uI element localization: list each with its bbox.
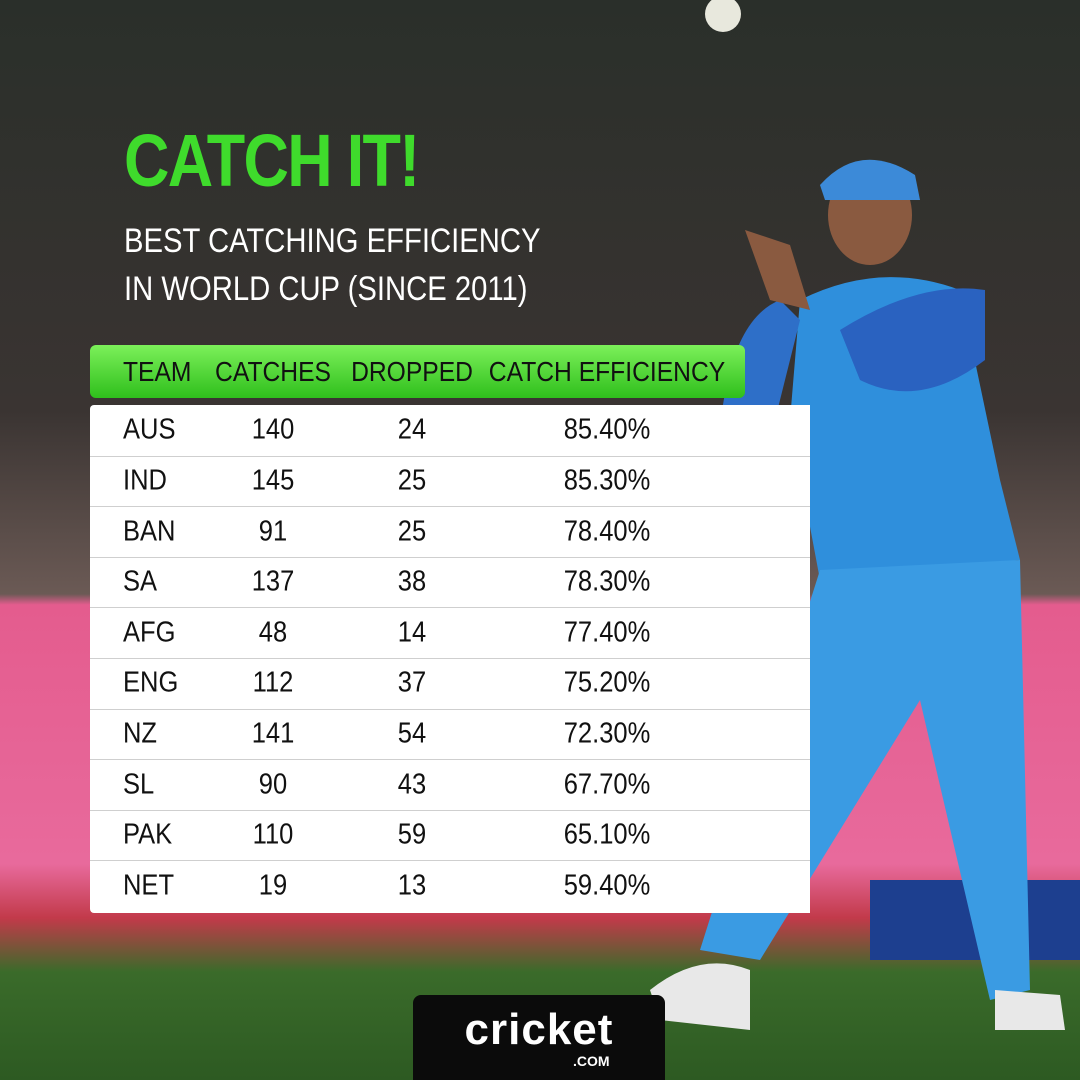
table-cell: PAK <box>123 818 173 851</box>
row-separator <box>90 708 810 710</box>
table-cell: AUS <box>123 413 176 446</box>
table-cell: IND <box>123 464 167 497</box>
table-cell: 137 <box>251 565 295 598</box>
row-separator <box>90 658 810 659</box>
row-separator <box>90 809 810 811</box>
row-separator <box>90 556 810 558</box>
table-cell: 141 <box>251 717 295 750</box>
row-separator <box>90 759 810 761</box>
logo-suffix: .COM <box>573 1053 610 1069</box>
table-cell: 59.40% <box>563 869 651 902</box>
column-header: CATCHES <box>215 356 331 387</box>
title: CATCH IT! <box>124 119 420 202</box>
table-cell: 37 <box>397 666 427 699</box>
row-separator <box>90 607 810 609</box>
table-cell: 48 <box>258 616 288 649</box>
subtitle: BEST CATCHING EFFICIENCY <box>124 222 541 260</box>
column-header: DROPPED <box>351 356 473 387</box>
table-cell: 13 <box>397 869 427 902</box>
table-cell: 85.30% <box>563 464 651 497</box>
logo: cricket .COM <box>413 995 665 1080</box>
table-cell: 78.30% <box>563 565 651 598</box>
table-cell: AFG <box>123 616 176 649</box>
table-cell: NET <box>123 869 175 902</box>
table-cell: 14 <box>397 616 427 649</box>
row-separator <box>90 506 810 508</box>
table-cell: 145 <box>251 464 295 497</box>
table-cell: 67.70% <box>563 768 651 800</box>
table-cell: 140 <box>251 413 295 446</box>
table-cell: 25 <box>397 515 427 547</box>
table-cell: 78.40% <box>563 515 651 547</box>
table-cell: ENG <box>123 666 179 699</box>
table-cell: 112 <box>252 666 294 699</box>
table-cell: 110 <box>252 818 294 851</box>
table-cell: 38 <box>397 565 427 598</box>
table-cell: 77.40% <box>563 616 651 649</box>
table-cell: 43 <box>397 768 427 800</box>
subtitle: IN WORLD CUP (SINCE 2011) <box>124 270 528 308</box>
table-body <box>90 405 810 913</box>
table-cell: 75.20% <box>563 666 651 699</box>
table-cell: 65.10% <box>563 818 651 851</box>
table-cell: SL <box>123 768 155 800</box>
table-cell: 19 <box>258 869 288 902</box>
table-cell: BAN <box>123 515 176 547</box>
table-header-bar <box>90 345 745 398</box>
table-cell: NZ <box>123 717 158 750</box>
table-cell: 90 <box>258 768 288 800</box>
table-cell: 24 <box>397 413 427 446</box>
table-cell: 72.30% <box>563 717 651 750</box>
table-cell: 85.40% <box>563 413 651 446</box>
logo-name: cricket <box>464 1005 614 1054</box>
table-cell: 25 <box>397 464 427 497</box>
column-header: TEAM <box>123 356 192 387</box>
row-separator <box>90 860 810 862</box>
column-header: CATCH EFFICIENCY <box>488 356 726 387</box>
table-cell: 54 <box>397 717 427 750</box>
row-separator <box>90 455 810 457</box>
table-cell: 59 <box>397 818 427 851</box>
table-cell: 91 <box>258 515 288 547</box>
table-cell: SA <box>123 565 158 598</box>
